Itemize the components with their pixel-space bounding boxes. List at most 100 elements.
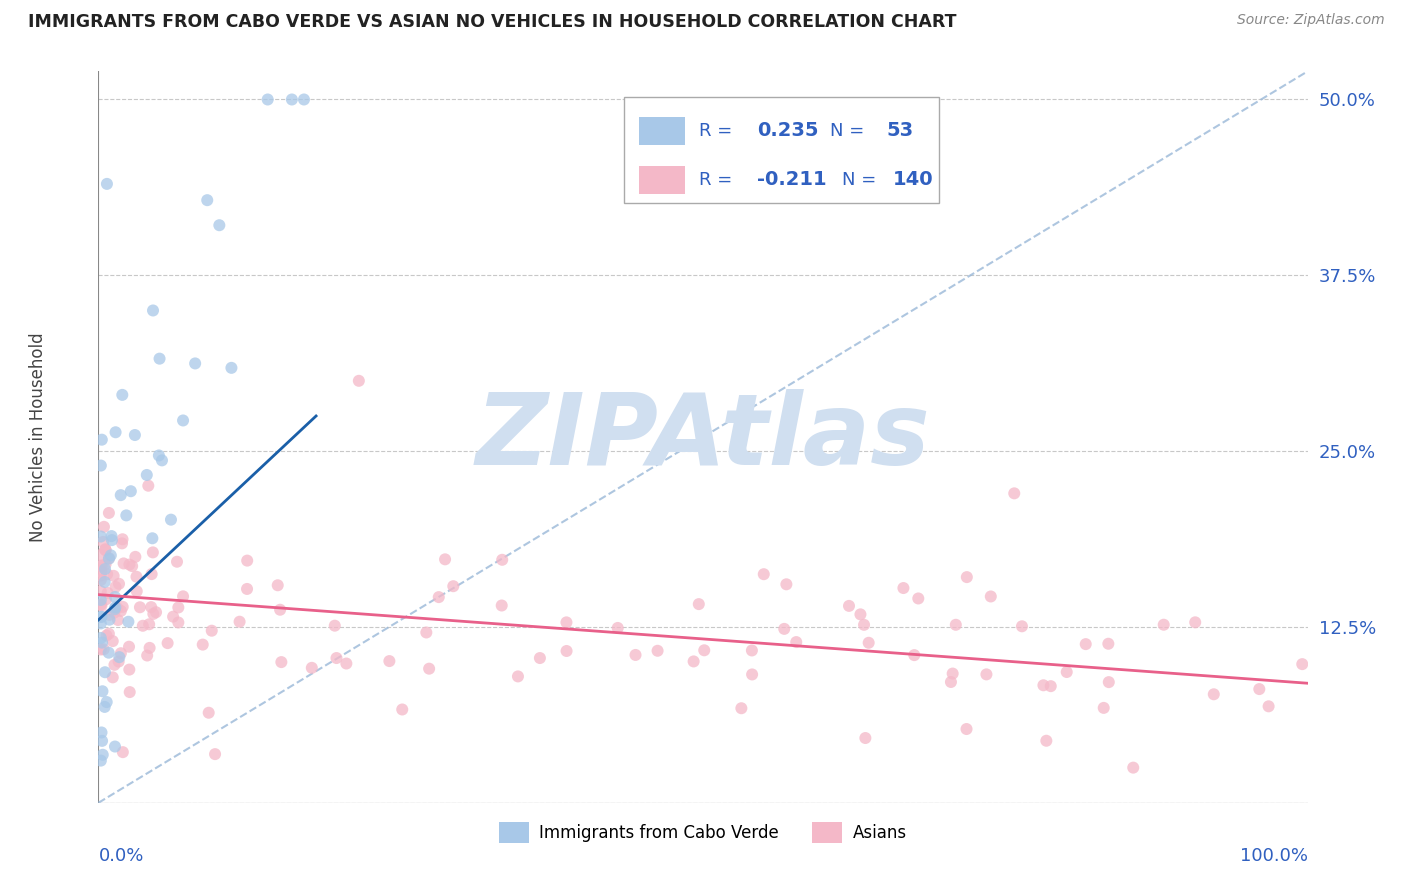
Point [138, 640, 160, 655]
FancyBboxPatch shape [638, 166, 685, 194]
Point [94, 543, 117, 558]
Point [103, 606, 125, 620]
Point [90, 725, 112, 739]
Point [1202, 687, 1225, 701]
Text: Source: ZipAtlas.com: Source: ZipAtlas.com [1237, 13, 1385, 28]
Point [104, 739, 127, 754]
Point [141, 531, 163, 545]
Point [942, 666, 965, 681]
Point [124, 549, 146, 564]
Point [785, 635, 807, 649]
Point [752, 567, 775, 582]
Point [101, 670, 124, 684]
Text: R =: R = [699, 170, 738, 189]
Point [117, 615, 139, 629]
Point [1122, 761, 1144, 775]
Point [111, 388, 134, 402]
Point [939, 675, 962, 690]
Point [606, 621, 628, 635]
Point [142, 607, 165, 621]
Point [378, 654, 401, 668]
Point [104, 600, 127, 615]
Point [111, 599, 134, 614]
Point [111, 536, 134, 550]
Point [94, 542, 117, 557]
Text: 0.0%: 0.0% [98, 847, 143, 864]
Point [118, 685, 141, 699]
Point [741, 643, 763, 657]
Text: 0.235: 0.235 [758, 121, 818, 140]
Point [90, 559, 112, 574]
Point [682, 655, 704, 669]
Point [184, 356, 207, 370]
Point [93, 520, 115, 534]
Point [1011, 619, 1033, 633]
Point [142, 303, 165, 318]
Point [162, 609, 184, 624]
Point [555, 644, 578, 658]
Point [98, 551, 121, 566]
Point [145, 605, 167, 619]
Point [1291, 657, 1313, 672]
Point [204, 747, 226, 761]
Point [94, 542, 117, 557]
Point [853, 617, 876, 632]
Point [90, 631, 112, 645]
Point [1097, 637, 1119, 651]
Point [269, 603, 291, 617]
Point [107, 613, 129, 627]
Point [335, 657, 357, 671]
Point [111, 745, 134, 759]
Point [90, 433, 112, 447]
Point [94, 665, 117, 680]
Point [97, 586, 120, 600]
Point [1002, 486, 1025, 500]
Point [110, 604, 132, 618]
Point [201, 624, 224, 638]
Point [427, 590, 450, 604]
Text: 53: 53 [887, 121, 914, 140]
Point [125, 570, 148, 584]
Point [506, 669, 529, 683]
Point [90, 754, 112, 768]
Point [1153, 617, 1175, 632]
Point [980, 590, 1002, 604]
Point [105, 601, 128, 615]
Text: 140: 140 [893, 170, 934, 189]
Text: -0.211: -0.211 [758, 170, 827, 189]
Point [945, 617, 967, 632]
Point [104, 425, 127, 440]
Point [441, 579, 464, 593]
Point [120, 484, 142, 499]
Point [110, 646, 132, 660]
Point [96, 177, 118, 191]
Point [90, 558, 112, 573]
Point [434, 552, 457, 566]
Point [208, 218, 231, 232]
Point [693, 643, 716, 657]
Point [301, 661, 323, 675]
Text: No Vehicles in Household: No Vehicles in Household [30, 332, 46, 542]
Point [1249, 682, 1271, 697]
Point [97, 646, 120, 660]
Point [98, 607, 121, 622]
Point [1257, 699, 1279, 714]
Point [129, 600, 152, 615]
Point [135, 467, 157, 482]
Point [1032, 678, 1054, 692]
Point [1098, 675, 1121, 690]
Point [103, 657, 125, 672]
Point [775, 577, 797, 591]
Point [90, 565, 112, 579]
FancyBboxPatch shape [638, 117, 685, 145]
Point [773, 622, 796, 636]
Text: N =: N = [842, 170, 876, 189]
Point [323, 618, 346, 632]
Point [688, 597, 710, 611]
Point [91, 635, 114, 649]
Point [142, 545, 165, 559]
Point [141, 600, 163, 615]
Point [849, 607, 872, 622]
Point [90, 584, 112, 599]
Point [103, 569, 125, 583]
